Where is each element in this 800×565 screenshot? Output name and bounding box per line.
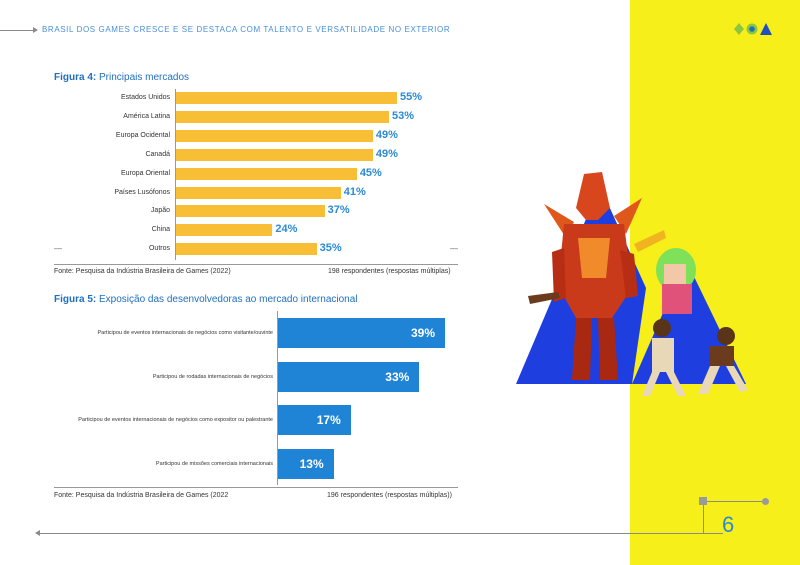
footer-connector — [703, 501, 704, 534]
bar-label: Participou de rodadas internacionais de … — [152, 373, 273, 380]
bar-label: Canadá — [145, 150, 170, 158]
bar-value-label: 35% — [319, 242, 342, 255]
bar-value-label: 49% — [375, 147, 398, 160]
bar-value-label: 41% — [343, 185, 366, 198]
bar-value-label: 39% — [410, 326, 435, 340]
figure5-axis — [277, 311, 278, 485]
figure4-dash-left: — — [54, 244, 62, 253]
bar-label: Participou de missões comerciais interna… — [155, 460, 273, 467]
bar — [176, 186, 341, 199]
bar — [278, 318, 445, 348]
bar-value-label: 45% — [359, 166, 382, 179]
bar — [176, 110, 389, 123]
bar-value-label: 55% — [400, 91, 423, 103]
section-header: BRASIL DOS GAMES CRESCE E SE DESTACA COM… — [42, 25, 451, 34]
figure4-axis — [175, 89, 176, 260]
figure4-title: Figura 4: Principais mercados — [54, 72, 189, 83]
figure4-title-text: Principais mercados — [99, 72, 190, 83]
bar-value-label: 37% — [327, 204, 350, 217]
bar-label: Participou de eventos internacionais de … — [78, 417, 273, 423]
header-rule — [0, 30, 36, 31]
header-arrow-icon — [33, 27, 38, 33]
bar — [176, 243, 317, 256]
footer-rule — [40, 533, 723, 534]
footer-connector-top — [703, 501, 765, 502]
bar — [278, 361, 420, 392]
figure4-respondents: 198 respondentes (respostas múltiplas) — [328, 268, 451, 275]
bar — [278, 448, 334, 479]
bar — [176, 92, 397, 104]
bar — [176, 129, 373, 142]
bar-value-label: 33% — [385, 369, 410, 384]
footer-square-icon — [699, 497, 707, 505]
bar-label: Estados Unidos — [120, 94, 170, 101]
bar — [176, 205, 325, 218]
figure5-title-text: Exposição das desenvolvedoras ao mercado… — [99, 294, 358, 305]
figure5-source-rule — [54, 487, 458, 488]
bar-label: Outros — [148, 245, 170, 253]
bar — [278, 405, 351, 435]
figure4-source-rule — [54, 264, 458, 265]
figure4-dash-right: — — [450, 244, 458, 253]
bar-value-label: 24% — [275, 223, 298, 236]
game-characters-illustration — [516, 172, 748, 396]
bar-value-label: 13% — [299, 456, 324, 471]
footer-arrow-icon — [35, 530, 40, 536]
bar-label: Países Lusófonos — [114, 188, 170, 196]
page-number: 6 — [722, 512, 735, 537]
figure5-title-prefix: Figura 5: — [54, 294, 97, 305]
brand-logo — [734, 23, 772, 35]
bar-label: Europa Ocidental — [115, 131, 170, 139]
figure4-source: Fonte: Pesquisa da Indústria Brasileira … — [54, 268, 231, 275]
figure4-title-prefix: Figura 4: — [54, 72, 97, 83]
bar — [176, 224, 273, 237]
bar-label: China — [151, 226, 170, 234]
figure5-respondents: 196 respondentes (respostas múltiplas)) — [327, 492, 452, 499]
yellow-side-panel — [630, 0, 800, 565]
bar-label: América Latina — [123, 112, 170, 120]
bar-value-label: 17% — [316, 413, 341, 427]
bar-value-label: 53% — [391, 109, 414, 122]
footer-dot-icon — [762, 498, 769, 505]
bar — [176, 148, 373, 161]
bar-label: Participou de eventos internacionais de … — [97, 330, 274, 336]
bar — [176, 167, 357, 180]
figure5-title: Figura 5: Exposição das desenvolvedoras … — [54, 294, 358, 305]
bar-value-label: 49% — [375, 128, 398, 141]
figure5-source: Fonte: Pesquisa da Indústria Brasileira … — [54, 492, 229, 499]
bar-label: Japão — [150, 207, 170, 215]
bar-label: Europa Oriental — [120, 169, 170, 177]
